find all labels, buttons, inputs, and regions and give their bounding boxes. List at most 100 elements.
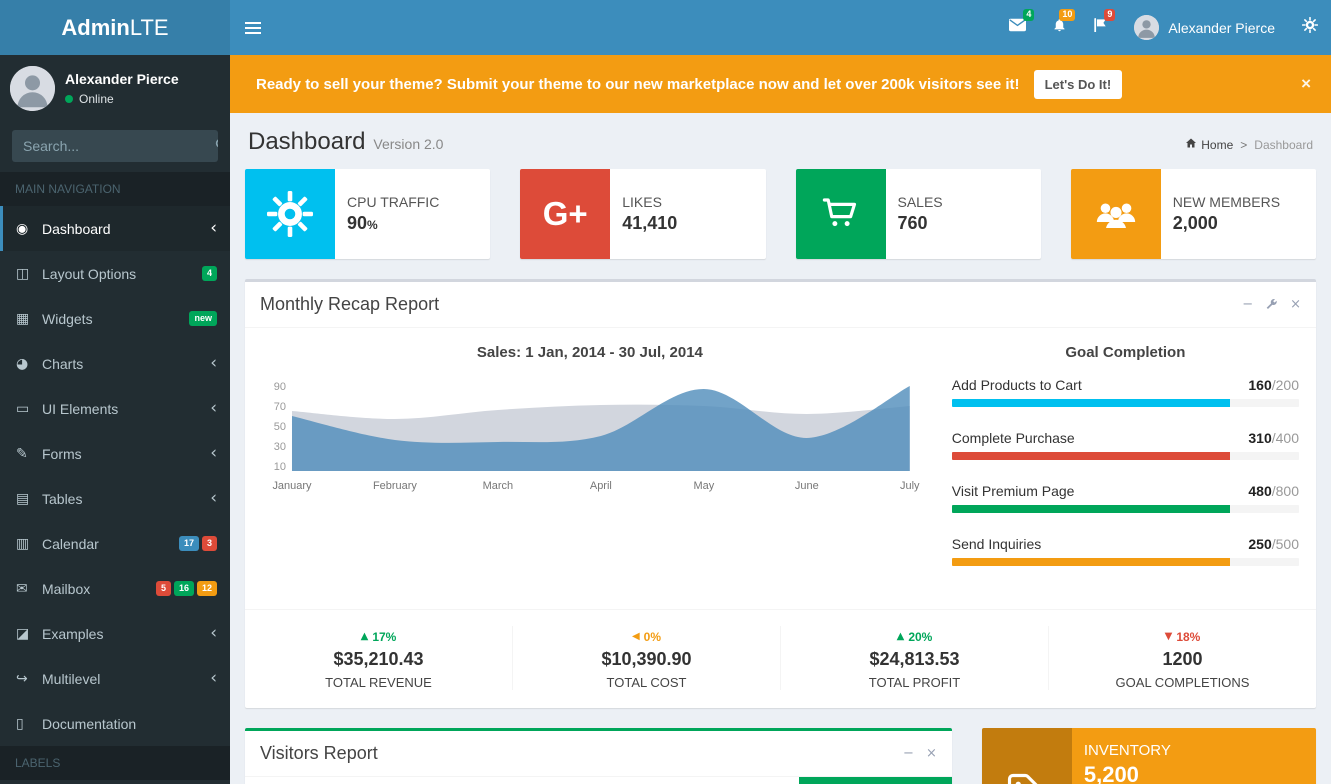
goal-numbers: 480/800 [1248, 483, 1299, 499]
progress-group: Complete Purchase310/400 [952, 430, 1299, 460]
sidebar-item-layout-options[interactable]: ◫Layout Options 4 [0, 251, 230, 296]
search-icon [215, 138, 218, 154]
badge: 4 [202, 266, 217, 281]
badge-group: new [189, 311, 217, 326]
progress-group: Add Products to Cart160/200 [952, 377, 1299, 407]
collapse-icon[interactable]: − [1242, 297, 1253, 312]
sidebar-item-label: Tables [42, 491, 82, 507]
stat-label: TOTAL PROFIT [791, 675, 1038, 690]
search-button[interactable] [215, 130, 218, 162]
notifications-menu-button[interactable]: 10 [1039, 0, 1080, 55]
control-sidebar-button[interactable] [1289, 0, 1331, 55]
box-title: Visitors Report [260, 743, 378, 764]
sidebar-item-ui-elements[interactable]: ▭UI Elements‹ [0, 386, 230, 431]
close-icon[interactable]: × [926, 746, 937, 761]
banner-close-icon[interactable]: × [1301, 74, 1311, 94]
svg-text:June: June [795, 480, 819, 492]
monthly-recap-body: Sales: 1 Jan, 2014 - 30 Jul, 2014 103050… [245, 328, 1316, 609]
info-box-cpu-traffic: CPU TRAFFIC 90% [245, 169, 490, 259]
sidebar-item-label: Widgets [42, 311, 93, 327]
progress-track [952, 452, 1299, 460]
info-box-label: CPU TRAFFIC [347, 194, 439, 210]
stat-value: $35,210.43 [255, 649, 502, 670]
google-plus-icon: G+ [520, 169, 610, 259]
page-subtitle: Version 2.0 [373, 136, 443, 152]
users-icon [1071, 169, 1161, 259]
tag-icon [982, 728, 1072, 784]
top-navbar: 4 10 9 Alexander Pierce [230, 0, 1331, 55]
th-grid-icon: ▦ [16, 311, 42, 327]
sidebar-item-tables[interactable]: ▤Tables ‹ [0, 476, 230, 521]
progress-group: Visit Premium Page480/800 [952, 483, 1299, 513]
visitors-report-box: Visitors Report − × [245, 728, 952, 784]
chevron-left-icon: ‹ [210, 220, 217, 237]
files-icon: ◫ [16, 266, 42, 282]
svg-text:March: March [483, 480, 514, 492]
sidebar-item-label: Documentation [42, 716, 136, 732]
breadcrumb-home-link[interactable]: Home [1185, 137, 1233, 152]
sales-chart-svg: 1030507090JanuaryFebruaryMarchAprilMayJu… [260, 371, 920, 503]
sidebar-item-dashboard[interactable]: ◉Dashboard‹ [0, 206, 230, 251]
sidebar-item-multilevel[interactable]: ↪Multilevel‹ [0, 656, 230, 701]
chevron-left-icon: ‹ [210, 400, 217, 417]
sidebar-item-widgets[interactable]: ▦Widgets new [0, 296, 230, 341]
search-input[interactable] [12, 130, 215, 162]
inventory-value: 5,200 [1084, 762, 1304, 784]
goal-numbers: 250/500 [1248, 536, 1299, 552]
sidebar-item-label: Forms [42, 446, 82, 462]
sidebar-item-label: Dashboard [42, 221, 111, 237]
bottom-row: Visitors Report − × [245, 708, 1316, 784]
info-box-likes: G+ LIKES 41,410 [520, 169, 765, 259]
sidebar-section-header: MAIN NAVIGATION [0, 172, 230, 206]
sidebar-item-examples[interactable]: ◪Examples‹ [0, 611, 230, 656]
svg-text:July: July [900, 480, 920, 492]
gear-icon [245, 169, 335, 259]
visitors-chart-panel [799, 777, 952, 784]
stat-cell: ▲17%$35,210.43TOTAL REVENUE [245, 626, 513, 690]
goal-numbers: 310/400 [1248, 430, 1299, 446]
sidebar-toggle-button[interactable] [230, 0, 276, 55]
sidebar-item-charts[interactable]: ◕Charts‹ [0, 341, 230, 386]
content-header: Dashboard Version 2.0 Home > Dashboard [245, 113, 1316, 169]
sidebar-search [12, 130, 218, 162]
svg-text:30: 30 [274, 441, 286, 453]
info-box-value: 2,000 [1173, 213, 1280, 234]
progress-group: Send Inquiries250/500 [952, 536, 1299, 566]
main-content: Dashboard Version 2.0 Home > Dashboard [230, 113, 1331, 784]
stat-label: TOTAL COST [523, 675, 770, 690]
user-menu-button[interactable]: Alexander Pierce [1120, 0, 1289, 55]
brand-logo[interactable]: AdminLTE [0, 0, 230, 55]
sidebar-user-status[interactable]: Online [65, 92, 179, 106]
sidebar-user-avatar [10, 66, 55, 111]
inventory-info-box: INVENTORY 5,200 50% Increase in 30 Days [982, 728, 1316, 784]
goal-numbers: 160/200 [1248, 377, 1299, 393]
info-box-label: SALES [898, 194, 943, 210]
visitors-map-area [245, 777, 799, 784]
chevron-left-icon: ‹ [210, 490, 217, 507]
info-box-sales: SALES 760 [796, 169, 1041, 259]
progress-track [952, 558, 1299, 566]
trend-up-icon: ▲20% [897, 630, 933, 644]
edit-icon: ✎ [16, 446, 42, 462]
sidebar-item-calendar[interactable]: ▥Calendar173 [0, 521, 230, 566]
hamburger-icon [245, 22, 261, 24]
sidebar-item-label: Layout Options [42, 266, 136, 282]
messages-menu-button[interactable]: 4 [996, 0, 1039, 55]
progress-track [952, 399, 1299, 407]
sidebar-item-forms[interactable]: ✎Forms‹ [0, 431, 230, 476]
wrench-icon[interactable] [1265, 298, 1278, 311]
online-status-icon [65, 95, 73, 103]
chevron-left-icon: ‹ [210, 670, 217, 687]
sidebar-item-documentation[interactable]: ▯Documentation [0, 701, 230, 746]
brand-light: LTE [130, 15, 169, 41]
sales-chart-panel: Sales: 1 Jan, 2014 - 30 Jul, 2014 103050… [260, 340, 942, 589]
close-icon[interactable]: × [1290, 297, 1301, 312]
table-icon: ▤ [16, 491, 42, 507]
breadcrumb-current: Dashboard [1254, 138, 1313, 152]
tasks-menu-button[interactable]: 9 [1080, 0, 1120, 55]
collapse-icon[interactable]: − [903, 746, 914, 761]
box-title: Monthly Recap Report [260, 294, 439, 315]
sidebar-item-label: Multilevel [42, 671, 100, 687]
sidebar-item-mailbox[interactable]: ✉Mailbox51612 [0, 566, 230, 611]
banner-cta-button[interactable]: Let's Do It! [1034, 70, 1123, 99]
